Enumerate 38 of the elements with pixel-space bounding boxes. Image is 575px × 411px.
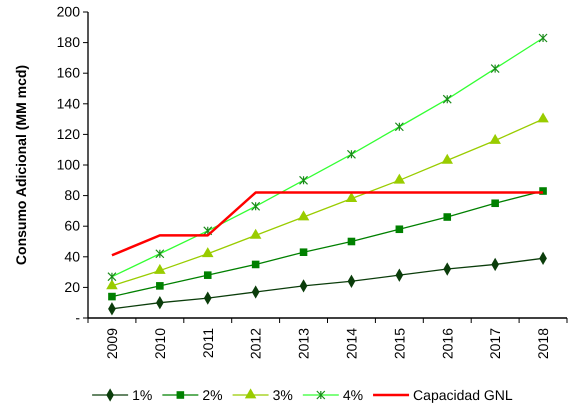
point (300, 248, 308, 256)
point (252, 260, 260, 268)
point (394, 174, 406, 184)
x-tick-label: 2013 (296, 328, 312, 360)
y-tick-label: 60 (64, 218, 80, 234)
legend-label: 1% (132, 386, 152, 403)
y-tick-label: - (75, 309, 80, 326)
y-tick-label: 20 (64, 278, 80, 295)
y-tick-label: 80 (64, 187, 80, 204)
y-tick-label: 120 (56, 126, 80, 142)
x-tick-label: 2010 (152, 328, 168, 360)
point (108, 292, 116, 300)
y-tick-label: 160 (56, 64, 80, 81)
x-tick-label: 2015 (391, 328, 408, 360)
point (443, 213, 452, 221)
legend-label: 2% (202, 386, 223, 403)
legend-label: Capacidad GNL (413, 386, 513, 403)
point (156, 282, 164, 290)
x-tick-label: 2014 (343, 328, 360, 360)
x-tick-label: 2018 (535, 328, 552, 360)
legend-label: 4% (342, 386, 364, 403)
x-tick-label: 2012 (248, 328, 264, 360)
y-axis-title: Consumo Adicional (MM mcd) (13, 64, 29, 266)
y-tick-label: 180 (56, 34, 80, 50)
x-tick-label: 2016 (439, 328, 456, 360)
point (204, 271, 212, 279)
y-tick-label: 100 (56, 156, 80, 172)
y-tick-label: 40 (64, 248, 80, 264)
point (348, 238, 356, 246)
x-tick-label: 2009 (104, 328, 120, 360)
y-tick-label: 140 (56, 95, 80, 112)
point (396, 225, 404, 234)
legend-label: 3% (272, 386, 293, 403)
point (491, 199, 499, 208)
x-tick-label: 2011 (200, 328, 216, 358)
point (202, 247, 214, 258)
x-tick-label: 2017 (487, 328, 504, 360)
y-tick-label: 200 (56, 3, 80, 20)
